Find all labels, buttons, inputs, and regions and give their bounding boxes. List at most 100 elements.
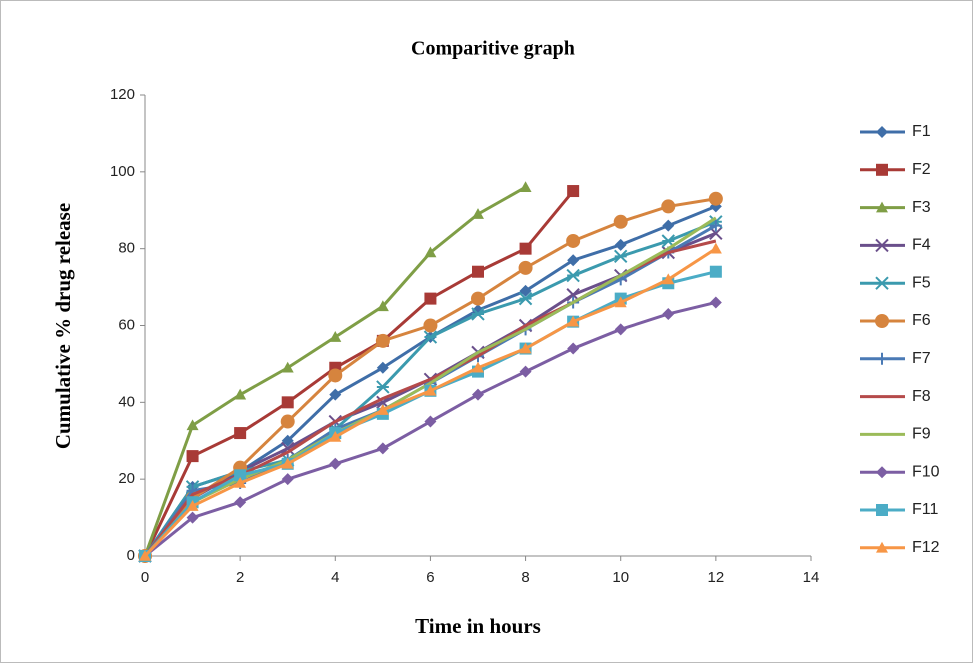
- legend-marker: [875, 314, 889, 328]
- data-point: [519, 242, 532, 255]
- data-point: [424, 384, 437, 396]
- data-point: [472, 208, 484, 219]
- data-point: [613, 214, 628, 229]
- data-point: [472, 388, 484, 401]
- data-point: [566, 233, 581, 248]
- data-point: [424, 292, 437, 305]
- data-point: [281, 441, 295, 456]
- data-point: [234, 496, 247, 509]
- x-tick-label: 8: [521, 569, 529, 586]
- data-point: [281, 434, 294, 447]
- data-point: [661, 199, 676, 214]
- legend-label: F11: [912, 501, 938, 518]
- y-tick-label: 100: [110, 163, 135, 180]
- data-point: [567, 185, 580, 198]
- legend-label: F2: [912, 161, 931, 178]
- data-point: [519, 342, 532, 354]
- data-point: [329, 430, 342, 442]
- data-point: [566, 268, 580, 283]
- legend-label: F9: [912, 426, 931, 443]
- x-tick-label: 6: [426, 569, 434, 586]
- legend-marker: [875, 276, 889, 290]
- legend-label: F12: [912, 539, 940, 556]
- legend-label: F6: [912, 312, 931, 329]
- x-tick-label: 12: [708, 569, 725, 586]
- data-point: [471, 307, 485, 321]
- legend-label: F1: [912, 123, 931, 140]
- legend-label: F3: [912, 199, 931, 216]
- legend-marker: [876, 126, 888, 138]
- data-point: [186, 511, 199, 524]
- y-tick-label: 0: [127, 547, 135, 564]
- data-point: [234, 469, 247, 482]
- data-point: [519, 365, 532, 378]
- y-tick-label: 40: [118, 393, 135, 410]
- x-tick-label: 10: [612, 569, 629, 586]
- data-point: [567, 254, 580, 267]
- data-point: [662, 219, 675, 232]
- data-point: [234, 477, 247, 488]
- data-point: [329, 457, 342, 470]
- data-point: [281, 457, 294, 469]
- legend-marker: [876, 201, 888, 213]
- data-point: [709, 296, 722, 309]
- data-point: [281, 473, 294, 486]
- data-point: [328, 368, 343, 383]
- data-point: [614, 296, 627, 308]
- data-point: [709, 242, 722, 254]
- x-tick-label: 0: [141, 569, 149, 586]
- legend-marker: [875, 238, 889, 253]
- data-point: [423, 318, 438, 333]
- y-tick-label: 20: [118, 470, 135, 487]
- data-point: [281, 361, 294, 373]
- data-point: [518, 291, 533, 306]
- data-point: [424, 246, 437, 258]
- legend-marker: [876, 466, 888, 479]
- data-point: [186, 450, 199, 463]
- y-tick-label: 60: [118, 316, 135, 333]
- series-line: [143, 190, 575, 557]
- data-point: [614, 238, 627, 251]
- data-point: [376, 442, 389, 455]
- data-point: [234, 427, 247, 440]
- legend-label: F8: [912, 388, 931, 405]
- data-point: [709, 265, 722, 278]
- x-tick-label: 14: [803, 569, 820, 586]
- data-point: [472, 361, 484, 373]
- data-point: [423, 330, 438, 344]
- legend-marker: [876, 504, 888, 516]
- legend-label: F5: [912, 274, 931, 291]
- x-axis-label: Time in hours: [415, 614, 541, 638]
- data-point: [376, 380, 390, 394]
- data-point: [329, 331, 342, 342]
- data-point: [376, 300, 389, 312]
- data-point: [708, 191, 723, 206]
- data-point: [567, 342, 580, 355]
- y-tick-label: 120: [110, 86, 135, 103]
- data-point: [280, 414, 295, 429]
- data-point: [471, 291, 485, 306]
- legend-marker: [876, 352, 888, 365]
- data-point: [234, 388, 247, 400]
- legend-label: F10: [912, 463, 940, 480]
- legend-marker: [876, 163, 888, 176]
- legend-label: F4: [912, 237, 931, 254]
- data-point: [567, 315, 580, 327]
- data-point: [518, 260, 533, 275]
- data-point: [472, 265, 484, 278]
- data-point: [614, 323, 627, 336]
- y-tick-label: 80: [118, 240, 135, 257]
- x-tick-label: 4: [331, 569, 339, 586]
- data-point: [376, 404, 389, 415]
- data-point: [519, 284, 532, 297]
- data-point: [375, 333, 390, 348]
- data-point: [139, 550, 151, 561]
- x-tick-label: 2: [236, 569, 244, 586]
- data-point: [186, 419, 199, 431]
- y-axis-label: Cumulative % drug release: [51, 203, 75, 449]
- data-point: [186, 500, 199, 511]
- data-point: [376, 361, 389, 374]
- data-point: [424, 415, 437, 428]
